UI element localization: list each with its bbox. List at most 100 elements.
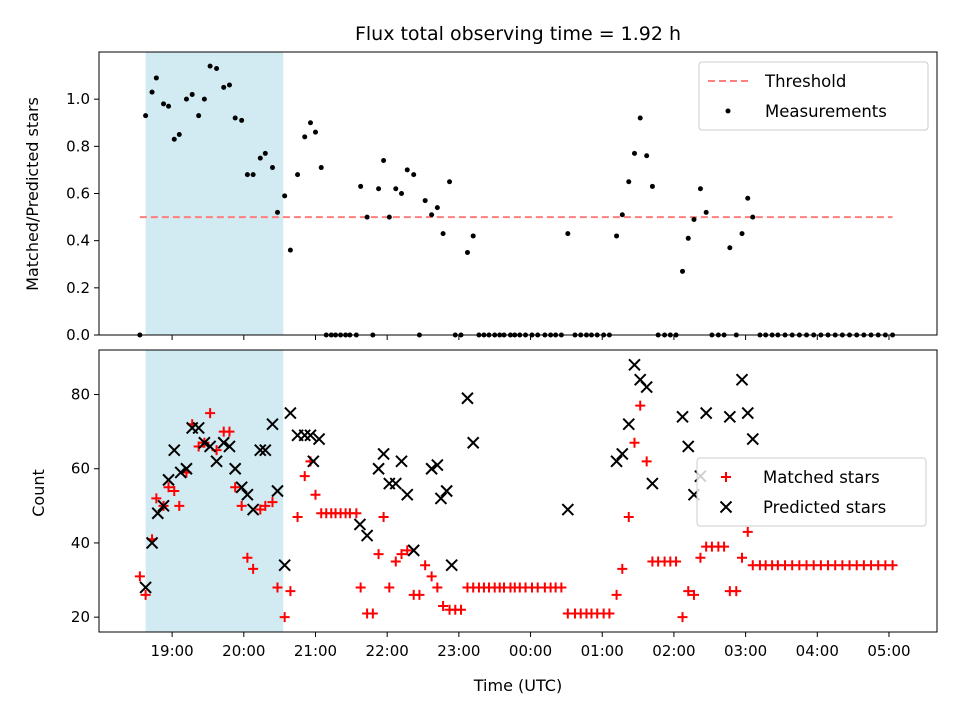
legend-label: Threshold (764, 72, 846, 91)
measurement-point (411, 172, 417, 178)
measurement-point (239, 117, 245, 123)
predicted-star-point (284, 406, 297, 420)
measurement-point (176, 132, 182, 138)
predicted-star-point (646, 477, 659, 490)
matched-star-point (414, 589, 425, 600)
measurement-point (274, 209, 280, 215)
matched-star-point (367, 608, 378, 619)
matched-star-point (285, 586, 296, 597)
measurement-point (262, 150, 268, 156)
predicted-star-point (307, 455, 320, 468)
matched-star-point (355, 582, 366, 593)
predicted-star-point (203, 440, 217, 453)
matched-star-point (151, 493, 162, 504)
measurement-point (614, 233, 620, 239)
predicted-star-point (271, 484, 284, 498)
predicted-star-point (304, 429, 317, 442)
measurement-point (393, 186, 399, 192)
y-tick-label: 20 (71, 608, 90, 626)
measurement-point (207, 63, 213, 69)
predicted-star-point (254, 443, 267, 457)
measurement-point (183, 96, 189, 102)
measurement-point (244, 172, 250, 178)
matched-star-point (611, 589, 622, 600)
predicted-star-point (445, 559, 458, 572)
matched-star-point (688, 589, 699, 600)
legend-predicted-swatch (719, 500, 733, 514)
predicted-star-point (561, 503, 575, 516)
measurement-point (214, 66, 220, 72)
measurement-point (312, 129, 318, 135)
measurement-point (171, 136, 177, 142)
measurement-point (358, 183, 364, 189)
measurement-point (161, 101, 167, 107)
matched-star-point (641, 456, 652, 467)
predicted-star-point (440, 484, 453, 498)
matched-star-point (629, 437, 640, 448)
matched-star-point (248, 563, 259, 574)
measurement-point (739, 231, 745, 237)
predicted-star-point (210, 455, 223, 468)
x-tick-label: 05:00 (867, 642, 910, 660)
predicted-star-point (466, 436, 480, 449)
measurement-point (153, 75, 159, 81)
predicted-star-point (298, 429, 311, 442)
predicted-star-point (162, 473, 175, 487)
predicted-star-point (610, 455, 623, 468)
legend-matched-swatch (721, 472, 731, 482)
predicted-star-point (401, 488, 414, 501)
measurement-point (691, 216, 697, 222)
measurement-point (250, 172, 256, 178)
predicted-star-point (235, 481, 248, 494)
matched-star-point (683, 586, 694, 597)
predicted-star-point (168, 443, 181, 457)
measurement-point (727, 245, 733, 251)
predicted-star-point (157, 499, 170, 513)
matched-star-point (623, 511, 634, 522)
measurement-point (196, 113, 202, 119)
measurement-point (166, 103, 172, 109)
matched-star-point (384, 582, 395, 593)
matched-star-point (230, 482, 241, 493)
predicted-star-point (389, 477, 402, 490)
y-tick-label: 0.4 (66, 232, 90, 250)
matched-star-point (224, 426, 235, 437)
measurement-point (619, 212, 625, 218)
matched-star-point (737, 552, 748, 563)
legend-box (696, 457, 927, 527)
predicted-star-point (425, 462, 438, 475)
legend-label: Predicted stars (763, 498, 886, 517)
legend-measurement-swatch (725, 108, 731, 114)
shaded-span (145, 52, 284, 335)
predicted-star-point (616, 447, 629, 461)
measurement-point (221, 84, 227, 90)
measurement-point (282, 193, 288, 199)
matched-star-point (396, 549, 407, 560)
measurement-point (381, 157, 387, 163)
predicted-star-point (395, 455, 408, 468)
x-tick-label: 02:00 (652, 642, 695, 660)
matched-star-point (169, 486, 180, 496)
measurement-point (750, 214, 756, 220)
predicted-star-point (699, 406, 713, 420)
y-tick-label: 80 (71, 386, 90, 404)
matched-star-point (677, 612, 688, 623)
predicted-star-point (259, 443, 272, 457)
predicted-star-point (145, 536, 159, 550)
predicted-star-point (682, 440, 695, 453)
y-tick-label: 0.2 (66, 279, 90, 297)
shaded-span (145, 350, 284, 632)
measurement-point (232, 115, 238, 121)
x-tick-label: 21:00 (294, 642, 337, 660)
matched-star-point (402, 545, 413, 556)
x-axis-label: Time (UTC) (473, 676, 562, 695)
matched-star-point (731, 586, 742, 597)
bottom-y-axis-label: Count (29, 469, 48, 517)
measurement-point (149, 89, 155, 95)
predicted-star-point (312, 432, 326, 446)
measurement-point (649, 183, 655, 189)
measurement-point (287, 247, 293, 253)
predicted-star-point (377, 447, 390, 461)
measurement-point (680, 268, 686, 274)
measurement-point (440, 231, 446, 237)
